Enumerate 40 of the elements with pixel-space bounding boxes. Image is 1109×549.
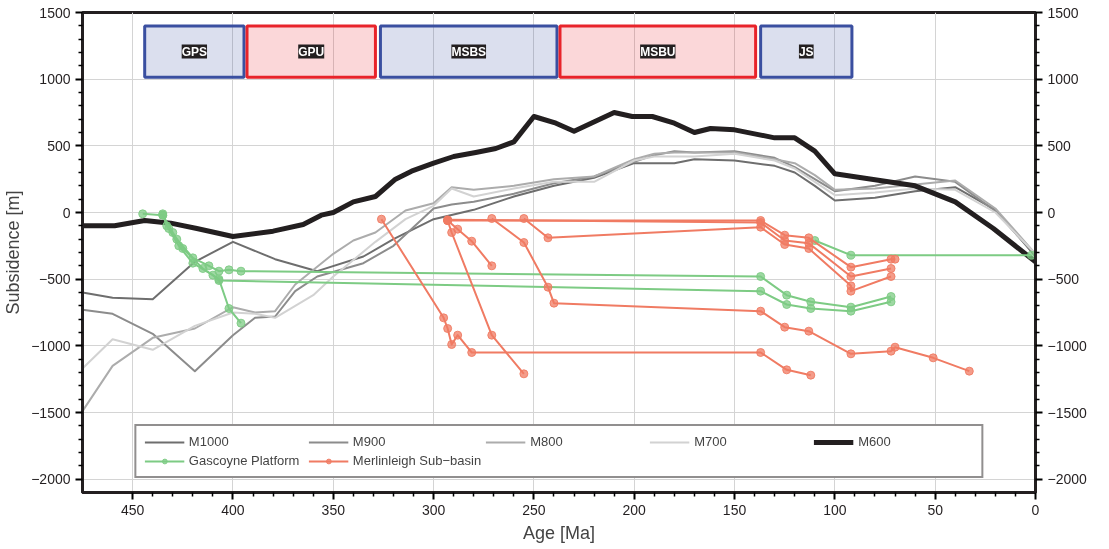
y-tick-label: 1500 <box>39 4 71 21</box>
legend-label: Gascoyne Platform <box>188 453 301 468</box>
y-tick-label: −2000 <box>31 471 71 488</box>
legend-label: M1000 <box>188 434 230 449</box>
y2-tick-label: −1500 <box>1047 404 1088 421</box>
x-tick-label: 250 <box>522 501 546 518</box>
y2-tick-label: 500 <box>1047 137 1072 154</box>
y2-tick-label: −1000 <box>1047 337 1088 354</box>
x-tick-label: 150 <box>722 501 747 518</box>
y-tick-label: 500 <box>47 137 71 154</box>
y-tick-label: 0 <box>62 204 71 221</box>
x-tick-label: 0 <box>1031 501 1040 518</box>
x-tick-label: 300 <box>421 501 446 518</box>
legend-label: M900 <box>352 434 387 449</box>
legend-label: M600 <box>858 434 892 449</box>
y-tick-label: 1000 <box>39 71 71 88</box>
y-tick-label: −1000 <box>31 337 71 354</box>
band-label: GPU <box>298 44 325 59</box>
y-tick-label: −500 <box>38 271 71 288</box>
y2-tick-label: 1000 <box>1047 71 1079 88</box>
x-tick-label: 200 <box>622 501 647 518</box>
x-tick-label: 400 <box>221 501 245 518</box>
y-axis-title: Subsidence [m] <box>3 190 24 315</box>
y2-tick-label: 0 <box>1047 204 1056 221</box>
y2-tick-label: −2000 <box>1047 471 1088 488</box>
x-tick-label: 50 <box>927 501 944 518</box>
legend-label: M800 <box>530 434 564 449</box>
x-tick-label: 450 <box>120 501 145 518</box>
band-label: JS <box>798 44 814 59</box>
y-tick-label: −1500 <box>31 404 71 421</box>
x-axis-title: Age [Ma] <box>522 522 596 543</box>
y2-tick-label: −500 <box>1047 271 1080 288</box>
legend-label: M700 <box>694 434 728 449</box>
x-tick-label: 100 <box>823 501 847 518</box>
y2-tick-label: 1500 <box>1047 4 1079 21</box>
band-label: MSBS <box>451 44 487 59</box>
legend-label: Merlinleigh Sub−basin <box>352 453 482 468</box>
band-label: MSBU <box>640 44 676 59</box>
x-tick-label: 350 <box>321 501 346 518</box>
band-label: GPS <box>181 44 208 59</box>
